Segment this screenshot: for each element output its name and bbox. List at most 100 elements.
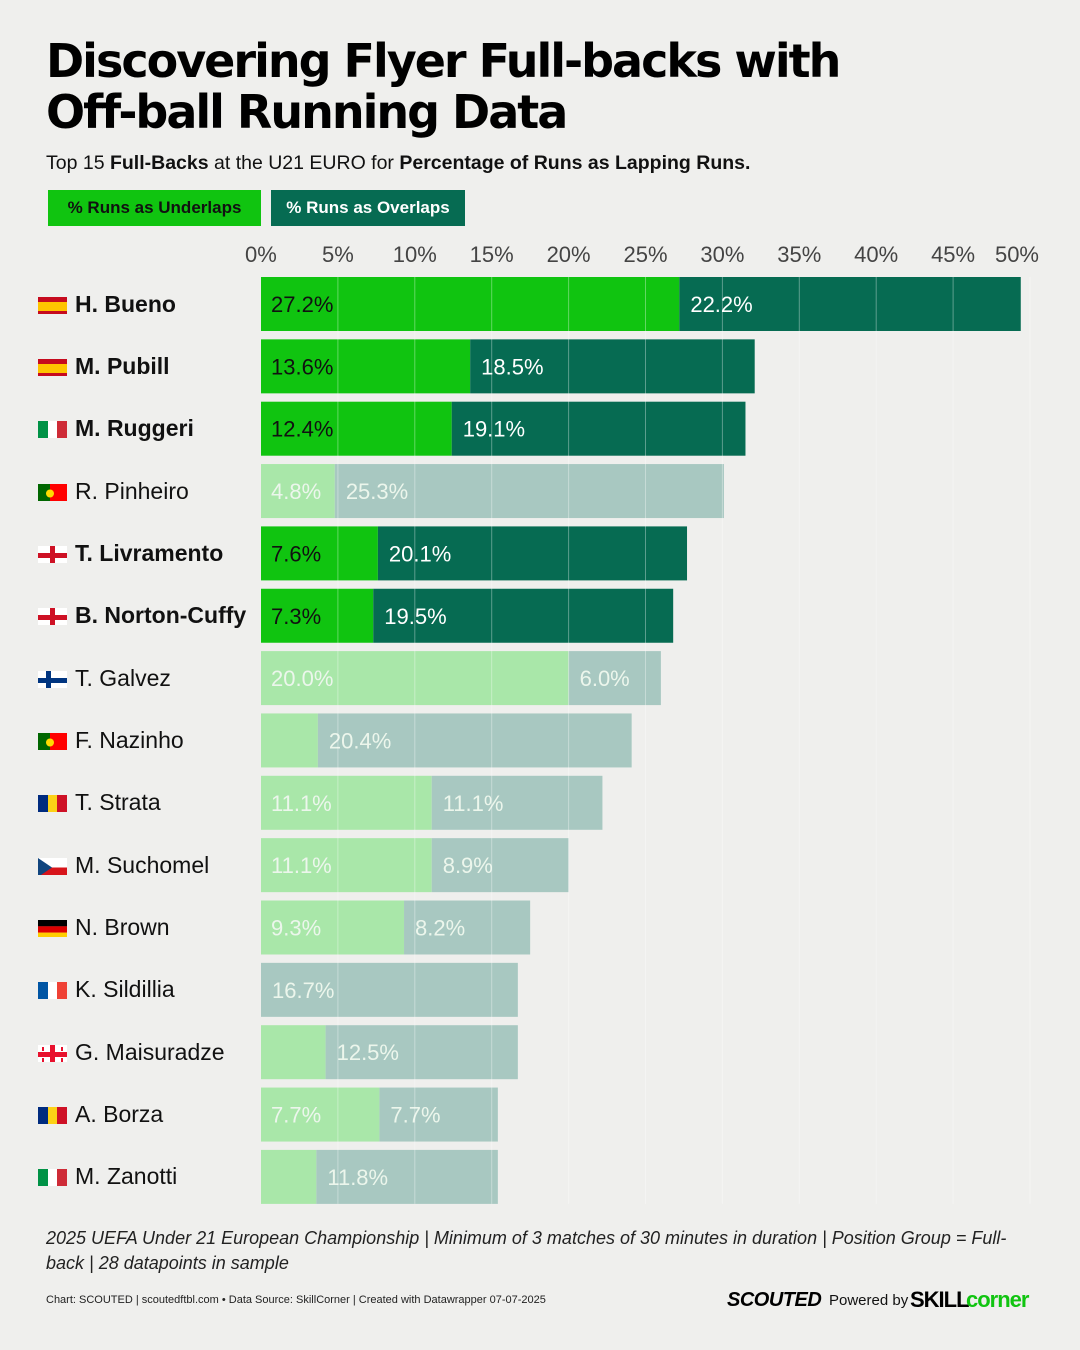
x-tick-label: 15% <box>470 242 514 267</box>
player-label: T. Strata <box>38 788 161 818</box>
overlap-value-label: 19.1% <box>463 417 525 442</box>
x-tick-label: 45% <box>931 242 975 267</box>
player-label: T. Galvez <box>38 663 171 693</box>
bar-overlap <box>379 1087 498 1142</box>
player-label: K. Sildillia <box>38 975 175 1005</box>
title-line-2: Off-ball Running Data <box>46 85 568 139</box>
chart-subtitle: Top 15 Full-Backs at the U21 EURO for Pe… <box>46 152 750 175</box>
player-label: R. Pinheiro <box>38 476 189 506</box>
italy-flag-icon <box>38 1167 67 1187</box>
germany-flag-icon <box>38 918 67 937</box>
romania-flag-icon <box>38 1105 67 1125</box>
x-tick-label: 0% <box>245 242 277 267</box>
overlap-value-label: 11.8% <box>327 1165 388 1190</box>
subtitle-bold-1: Full-Backs <box>109 152 209 174</box>
portugal-flag-icon <box>38 482 67 501</box>
player-label: M. Zanotti <box>38 1162 177 1192</box>
legend-underlaps: % Runs as Underlaps <box>48 190 261 226</box>
bar-overlap <box>317 713 632 768</box>
underlap-value-label: 20.0% <box>271 666 333 691</box>
overlap-value-label: 8.2% <box>415 916 465 941</box>
player-name: A. Borza <box>75 1101 164 1128</box>
overlap-value-label: 12.5% <box>337 1040 399 1065</box>
overlap-value-label: 18.5% <box>481 354 543 379</box>
underlap-value-label: 11.1% <box>271 853 332 878</box>
x-tick-label: 20% <box>547 242 591 267</box>
player-name: G. Maisuradze <box>75 1038 225 1065</box>
underlap-value-label: 27.2% <box>271 292 333 317</box>
bar-underlap <box>261 277 680 331</box>
portugal-flag-icon <box>38 731 67 750</box>
player-name: K. Sildillia <box>75 976 175 1003</box>
x-tick-label: 10% <box>393 242 437 267</box>
czechia-flag-icon <box>38 856 67 875</box>
x-tick-label: 40% <box>854 242 898 267</box>
player-label: H. Bueno <box>38 289 176 319</box>
player-label: F. Nazinho <box>38 725 184 755</box>
player-name: T. Strata <box>75 789 161 816</box>
player-name: M. Zanotti <box>75 1163 178 1190</box>
bar-underlap <box>261 401 452 456</box>
bar-overlap <box>679 277 1021 331</box>
scouted-logo: SCOUTED <box>727 1288 822 1311</box>
player-name: F. Nazinho <box>75 726 184 753</box>
overlap-value-label: 19.5% <box>384 604 446 629</box>
x-tick-label: 25% <box>623 242 667 267</box>
underlap-value-label: 9.3% <box>271 916 321 941</box>
england-flag-icon <box>38 544 67 563</box>
bar-overlap <box>373 588 674 643</box>
bar-overlap <box>568 651 661 706</box>
overlap-value-label: 20.1% <box>389 541 451 566</box>
player-name: T. Galvez <box>75 664 171 691</box>
credit-line: Chart: SCOUTED | scoutedftbl.com • Data … <box>46 1294 546 1306</box>
romania-flag-icon <box>38 793 67 813</box>
italy-flag-icon <box>38 419 67 439</box>
france-flag-icon <box>38 980 67 1000</box>
overlap-value-label: 7.7% <box>390 1103 440 1128</box>
title-line-1: Discovering Flyer Full-backs with <box>46 34 841 88</box>
player-name: B. Norton-Cuffy <box>75 602 247 629</box>
bar-overlap <box>431 775 603 830</box>
overlap-value-label: 11.1% <box>443 791 504 816</box>
player-name: M. Pubill <box>75 352 170 379</box>
player-label: A. Borza <box>38 1100 163 1130</box>
footnote: 2025 UEFA Under 21 European Championship… <box>46 1228 1007 1273</box>
overlap-value-label: 6.0% <box>580 666 630 691</box>
powered-by-text: Powered by <box>829 1291 909 1309</box>
bar-underlap <box>261 900 405 955</box>
bar-underlap <box>261 464 335 519</box>
finland-flag-icon <box>38 669 67 688</box>
player-name: R. Pinheiro <box>75 477 189 504</box>
bar-underlap <box>261 1149 317 1204</box>
overlap-value-label: 22.2% <box>690 292 752 317</box>
bar-underlap <box>261 1025 326 1080</box>
x-tick-label: 35% <box>777 242 821 267</box>
overlap-value-label: 20.4% <box>329 728 391 753</box>
bar-underlap <box>261 339 471 394</box>
player-label: G. Maisuradze <box>38 1037 225 1067</box>
skillcorner-logo-skill: SKILL <box>910 1287 970 1312</box>
overlap-value-label: 16.7% <box>272 978 334 1003</box>
bar-overlap <box>470 339 755 394</box>
bar-overlap <box>451 401 746 456</box>
bar-underlap <box>261 838 432 893</box>
underlap-value-label: 7.6% <box>271 541 321 566</box>
georgia-flag-icon <box>38 1043 67 1062</box>
underlap-value-label: 7.7% <box>271 1103 321 1128</box>
player-name: M. Suchomel <box>75 851 210 878</box>
subtitle-part-2: at the U21 EURO for <box>208 152 400 174</box>
underlap-value-label: 12.4% <box>271 417 333 442</box>
underlap-value-label: 11.1% <box>271 791 332 816</box>
player-label: M. Ruggeri <box>38 414 194 444</box>
subtitle-part-1: Top 15 <box>46 152 110 174</box>
player-label: B. Norton-Cuffy <box>38 601 246 631</box>
subtitle-bold-2: Percentage of Runs as Lapping Runs. <box>399 152 751 174</box>
player-name: N. Brown <box>75 914 170 940</box>
overlap-value-label: 8.9% <box>443 853 493 878</box>
bar-underlap <box>261 1087 380 1142</box>
bar-overlap <box>377 526 688 581</box>
chart-title: Discovering Flyer Full-backs with Off-ba… <box>46 36 1046 138</box>
player-label: M. Suchomel <box>38 850 209 880</box>
player-label: T. Livramento <box>38 538 223 568</box>
x-tick-label: 30% <box>700 242 744 267</box>
